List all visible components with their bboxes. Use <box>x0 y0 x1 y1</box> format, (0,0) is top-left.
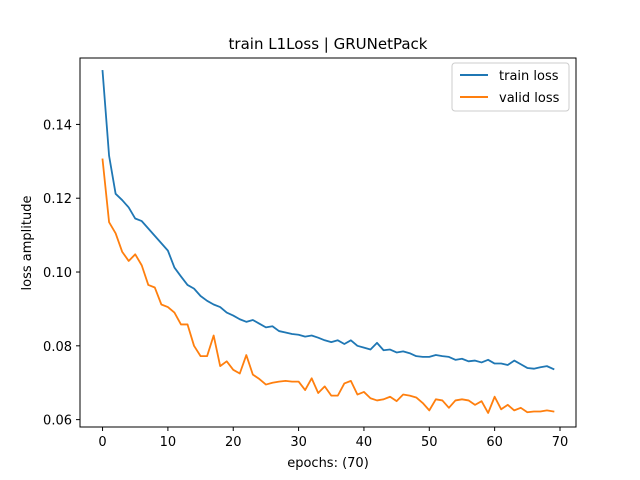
y-tick-label-4: 0.14 <box>43 118 72 133</box>
legend-valid-loss-label: valid loss <box>499 91 560 106</box>
y-tick-label-2: 0.10 <box>43 266 72 281</box>
series-line-train-loss <box>101 69 555 371</box>
y-axis-label: loss amplitude <box>20 196 35 291</box>
chart-title: train L1Loss | GRUNetPack <box>229 35 428 53</box>
x-tick-label-70: 70 <box>552 435 569 450</box>
x-tick-label-50: 50 <box>421 435 438 450</box>
x-axis-label: epochs: (70) <box>287 456 369 471</box>
x-tick-label-10: 10 <box>160 435 177 450</box>
x-tick-label-0: 0 <box>98 435 106 450</box>
x-tick-label-40: 40 <box>356 435 373 450</box>
series-line-valid-loss <box>101 158 555 414</box>
y-tick-label-0: 0.06 <box>43 414 72 429</box>
x-tick-label-30: 30 <box>290 435 307 450</box>
y-tick-label-3: 0.12 <box>43 192 72 207</box>
x-tick-label-20: 20 <box>225 435 242 450</box>
y-tick-label-1: 0.08 <box>43 340 72 355</box>
axes-frame <box>79 57 577 428</box>
x-tick-label-60: 60 <box>486 435 503 450</box>
legend: train loss valid loss <box>451 62 570 112</box>
plot-area: 0 10 20 30 40 50 60 70 0.06 0.08 0.10 0.12 0.14 <box>43 57 577 450</box>
legend-train-loss-label: train loss <box>499 69 559 84</box>
